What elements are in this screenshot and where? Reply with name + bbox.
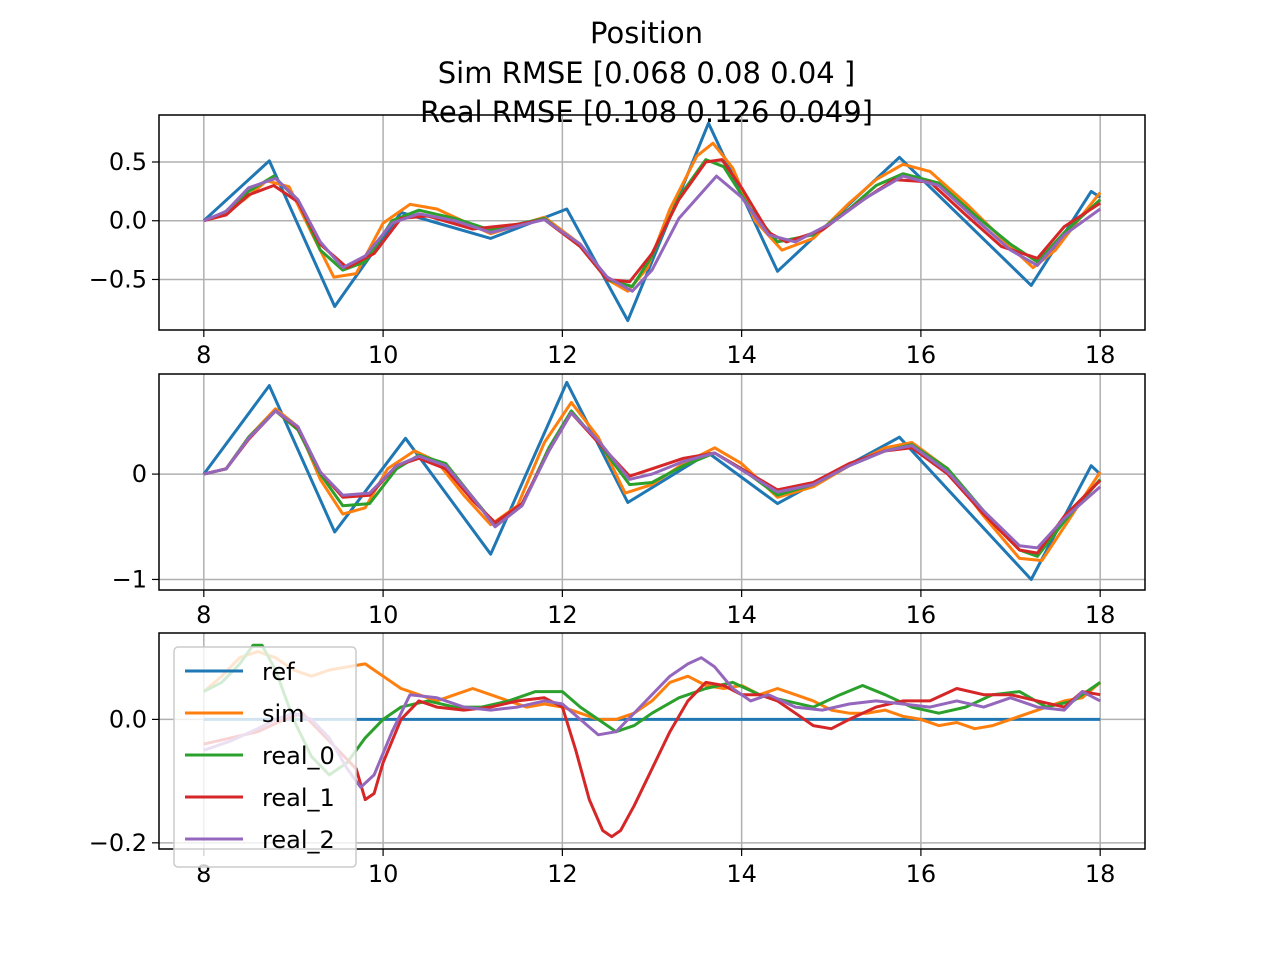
legend-label-real-0: real_0: [262, 742, 335, 770]
x-tick-label: 18: [1085, 860, 1116, 888]
x-tick-label: 14: [726, 601, 757, 629]
x-tick-label: 10: [368, 860, 399, 888]
x-tick-label: 10: [368, 341, 399, 369]
legend-box: [173, 646, 357, 868]
x-tick-label: 12: [547, 601, 578, 629]
series-line-ref: [202, 380, 1102, 581]
y-tick-label: 0: [132, 460, 147, 488]
legend-label-sim: sim: [262, 700, 305, 728]
x-tick-label: 10: [368, 601, 399, 629]
x-tick-label: 16: [906, 860, 937, 888]
x-tick-label: 16: [906, 601, 937, 629]
title-line-3: Real RMSE [0.108 0.126 0.049]: [420, 95, 873, 129]
x-tick-label: 16: [906, 341, 937, 369]
y-tick-label: 0.5: [109, 148, 147, 176]
y-tick-label: 0.0: [109, 207, 147, 235]
y-tick-label: 0.0: [109, 705, 147, 733]
title-line-1: Position: [590, 16, 703, 50]
y-tick-label: −1: [112, 565, 147, 593]
x-tick-label: 18: [1085, 601, 1116, 629]
subplot-2: 8 10 12 14 16 18 0 −1: [112, 373, 1146, 629]
x-tick-label: 12: [547, 860, 578, 888]
x-tick-label: 8: [196, 341, 211, 369]
series-line-real-1: [203, 680, 1101, 839]
axes-frame: [158, 632, 1146, 850]
legend-label-real-1: real_1: [262, 784, 335, 812]
legend-label-ref: ref: [262, 658, 295, 686]
axes-frame: [158, 373, 1146, 591]
series-line-real-0: [203, 409, 1102, 558]
subplot-1: 8 10 12 14 16 18 0.5 0.0 −0.5: [89, 114, 1146, 369]
series-group: [202, 380, 1102, 581]
y-tick-label: −0.2: [89, 829, 147, 857]
x-tick-label: 12: [547, 341, 578, 369]
series-line-ref: [202, 121, 1102, 323]
x-tick-label: 18: [1085, 341, 1116, 369]
axes-frame: [158, 114, 1146, 331]
series-line-real-2: [203, 409, 1102, 550]
y-tick-label: −0.5: [89, 265, 147, 293]
x-tick-label: 14: [726, 860, 757, 888]
x-tick-label: 14: [726, 341, 757, 369]
series-line-real-0: [203, 158, 1102, 288]
series-line-real-2: [203, 174, 1102, 293]
title-line-2: Sim RMSE [0.068 0.08 0.04 ]: [437, 56, 856, 90]
series-group: [202, 121, 1102, 323]
legend-label-real-2: real_2: [262, 826, 335, 854]
legend: ref sim real_0 real_1 real_2: [173, 646, 357, 868]
x-tick-label: 8: [196, 601, 211, 629]
